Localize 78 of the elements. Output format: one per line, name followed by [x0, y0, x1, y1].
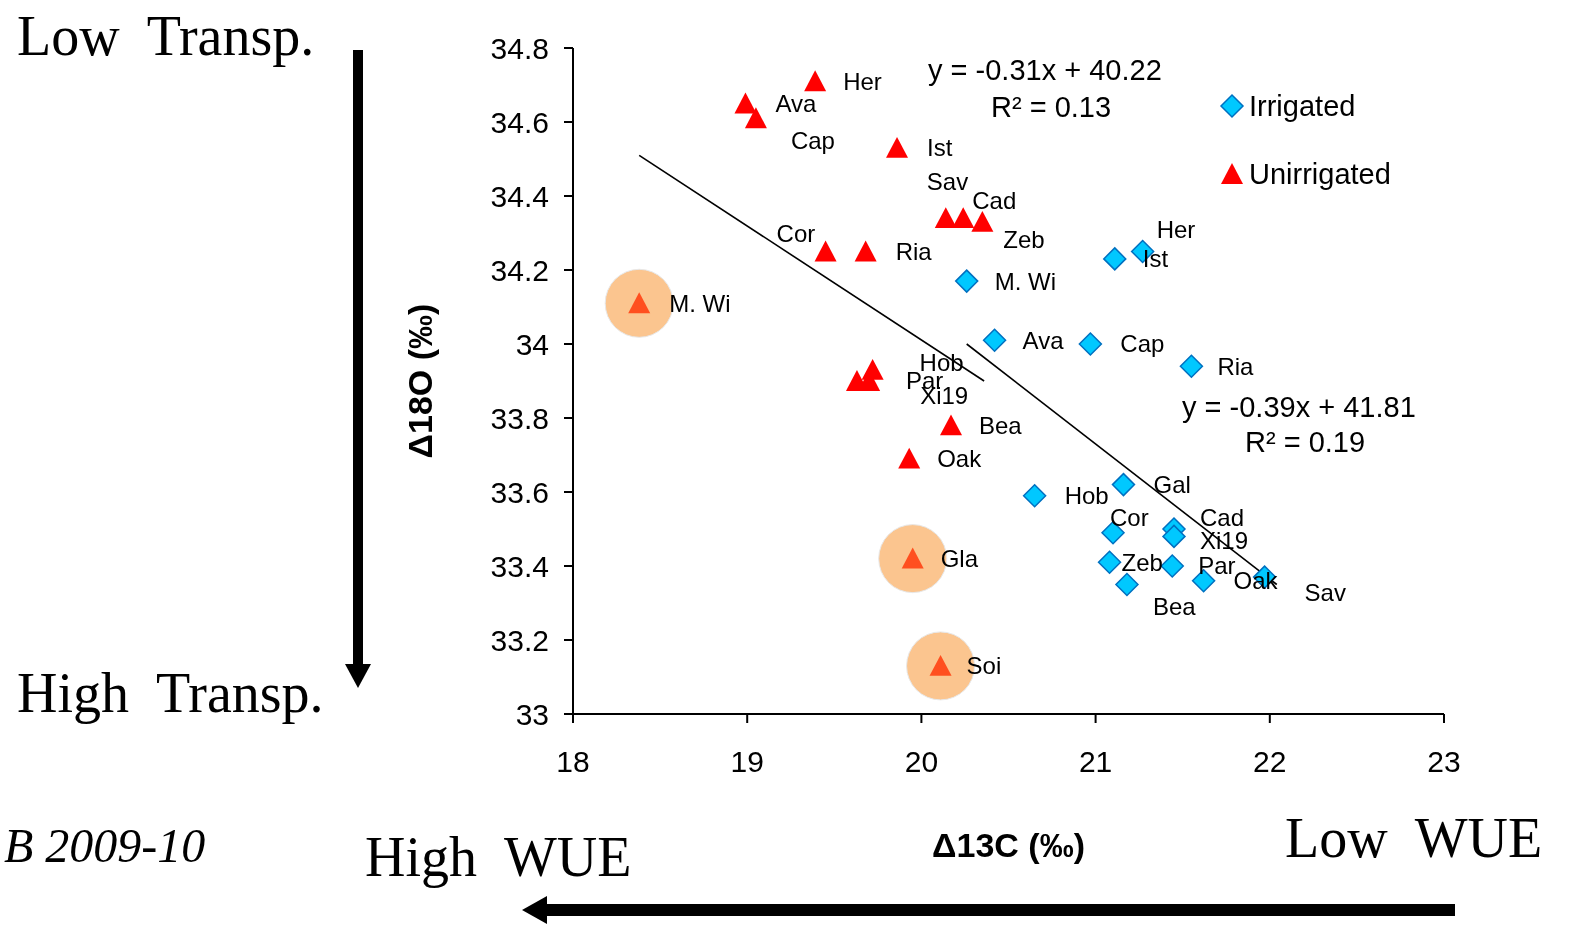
point [1097, 550, 1122, 575]
text: B 2009-10 [4, 819, 206, 872]
y-axis-title: Δ18O (‰) [401, 303, 439, 459]
y-tick-label: 34 [515, 327, 549, 361]
point [952, 207, 975, 229]
y-tick-label: 34.4 [490, 179, 549, 213]
annotation: Gla [940, 545, 979, 572]
x-axis-title: Δ13C (‰) [932, 826, 1085, 864]
annotation: R² = 0.19 [1245, 426, 1366, 458]
annotation: y = -0.31x + 40.22 [928, 54, 1162, 86]
point [1078, 332, 1103, 356]
point [1022, 483, 1047, 508]
y-tick-label: 33.4 [490, 549, 549, 583]
x-tick-label: 20 [904, 745, 939, 778]
annotation: Ria [895, 237, 933, 265]
annotation: Her [1156, 215, 1196, 243]
point [940, 414, 963, 436]
point [1162, 524, 1186, 549]
point [804, 70, 827, 92]
point [954, 269, 979, 293]
text: Low WUE [1285, 807, 1543, 869]
annotation: Ist [1142, 245, 1169, 273]
point [971, 210, 994, 232]
annotation: Her [843, 67, 882, 95]
y-tick-label: 34.6 [490, 105, 549, 139]
y-tick-label: 34.8 [490, 31, 549, 65]
y-tick-label: 33.2 [490, 623, 549, 657]
annotation: Ava [1022, 326, 1065, 354]
annotation: Cor [1110, 504, 1149, 532]
annotation: Ist [927, 134, 953, 162]
text: High Transp. [17, 662, 324, 724]
annotation: Soi [966, 652, 1002, 680]
x-tick-label: 19 [730, 745, 764, 778]
annotation: Zeb [1121, 548, 1163, 576]
point [898, 447, 921, 469]
annotation: M. Wi [669, 289, 731, 317]
annotation: Gal [1153, 471, 1191, 498]
annotation: Bea [1152, 592, 1197, 620]
point [1111, 472, 1136, 497]
legend-label: Irrigated [1249, 90, 1356, 123]
point [1115, 572, 1139, 597]
point [886, 136, 909, 158]
x-tick-label: 21 [1078, 745, 1113, 778]
point [814, 240, 837, 262]
point [934, 207, 957, 229]
point [744, 107, 767, 129]
point [982, 328, 1007, 353]
point [854, 240, 877, 262]
point [734, 92, 757, 114]
annotation: Ava [775, 89, 818, 117]
annotation: R² = 0.13 [991, 91, 1112, 123]
point [1179, 354, 1204, 378]
text: Low Transp. [17, 5, 315, 67]
annotation: y = -0.39x + 41.81 [1182, 391, 1416, 423]
annotation: Cad [972, 186, 1017, 214]
annotation: Sav [1304, 578, 1346, 606]
annotation: Cor [776, 219, 816, 247]
annotation: Sav [926, 167, 969, 195]
annotation: Ria [1217, 352, 1255, 380]
annotation: Cap [790, 126, 835, 154]
y-tick-label: 33.6 [490, 475, 549, 509]
y-tick-label: 34.2 [490, 253, 549, 287]
annotation: Cap [1120, 330, 1165, 358]
x-tick-label: 18 [556, 745, 590, 778]
annotation: Cad [1199, 504, 1245, 532]
text: High WUE [365, 826, 632, 888]
annotation: Oak [937, 445, 983, 473]
annotation: Zeb [1003, 226, 1045, 254]
annotation: M. Wi [994, 267, 1056, 295]
y-tick-label: 33.8 [490, 401, 549, 435]
y-tick-label: 33 [515, 697, 549, 731]
annotation: Hob [1064, 482, 1109, 510]
x-tick-label: 23 [1427, 745, 1461, 778]
annotation: Bea [979, 411, 1023, 439]
point [1160, 554, 1184, 578]
x-tick-label: 22 [1253, 745, 1287, 778]
point [1103, 247, 1127, 271]
legend-label: Unirrigated [1249, 158, 1391, 191]
